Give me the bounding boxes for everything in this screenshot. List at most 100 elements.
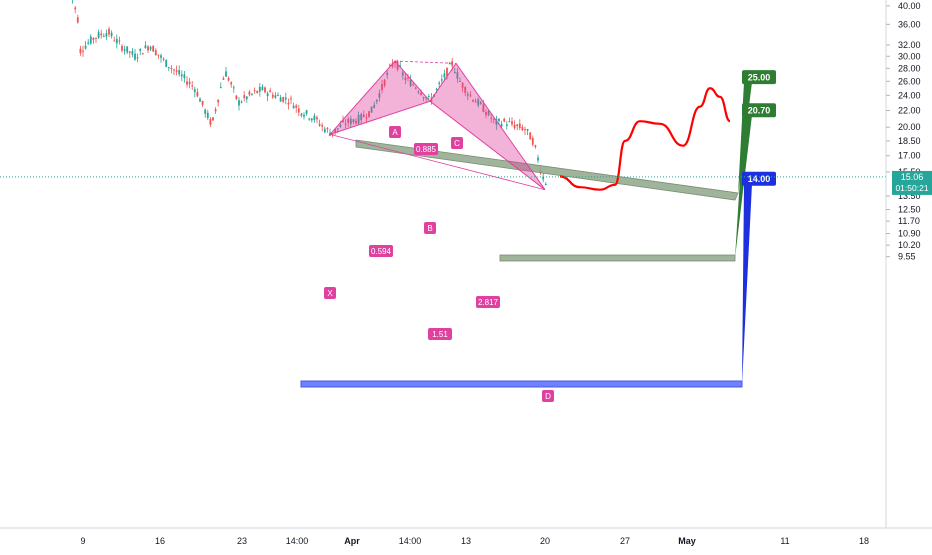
price-tag-label: 20.70 xyxy=(748,106,771,116)
candle-body xyxy=(212,117,214,121)
price-tick-label: 40.00 xyxy=(898,1,921,11)
candle-body xyxy=(290,98,292,100)
candle-body xyxy=(170,67,173,69)
candle-body xyxy=(160,55,162,58)
candle-body xyxy=(544,183,547,185)
candle-body xyxy=(297,108,300,113)
candle-body xyxy=(323,128,326,133)
price-tick-label: 13.50 xyxy=(898,191,921,201)
candle-body xyxy=(308,118,311,120)
candle-body xyxy=(144,45,147,49)
candle-body xyxy=(466,93,469,96)
price-axis[interactable]: 44.0040.0036.0032.0030.0028.0026.0024.00… xyxy=(886,0,921,262)
candle-body xyxy=(113,40,116,42)
candle-body xyxy=(180,74,183,77)
candle-body xyxy=(321,125,324,127)
candle-body xyxy=(368,111,370,117)
candle-body xyxy=(204,109,207,114)
pattern-point-box xyxy=(424,222,436,234)
candle-body xyxy=(89,36,92,44)
candle-body xyxy=(386,72,389,75)
horizontal-resistance-box[interactable] xyxy=(499,254,736,262)
candle-body xyxy=(225,71,227,77)
candle-body xyxy=(503,118,506,122)
price-tick-label: 26.00 xyxy=(898,76,921,86)
candle-body xyxy=(531,138,534,145)
price-tag-pointer xyxy=(735,115,752,258)
time-tick-label: 9 xyxy=(80,536,85,546)
candle-body xyxy=(115,39,118,44)
candle-body xyxy=(505,124,508,126)
pattern-point-box xyxy=(542,390,554,402)
candle-body xyxy=(492,118,495,120)
time-tick-label: 23 xyxy=(237,536,247,546)
candle-body xyxy=(206,112,209,119)
candle-body xyxy=(141,53,144,55)
candle-body xyxy=(409,79,412,87)
candle-body xyxy=(526,129,529,131)
candle-body xyxy=(537,157,539,161)
candle-body xyxy=(524,129,526,131)
forecast-path[interactable] xyxy=(559,87,731,191)
pattern-point-label: X xyxy=(327,289,333,298)
candle-body xyxy=(232,87,235,89)
candle-body xyxy=(472,99,474,102)
candle-body xyxy=(318,123,321,126)
time-tick-label: 18 xyxy=(859,536,869,546)
time-tick-label: Apr xyxy=(344,536,360,546)
candle-body xyxy=(230,82,233,85)
pattern-ratio-label: 1.51 xyxy=(432,330,448,339)
candle-body xyxy=(373,104,376,108)
price-tick-label: 22.00 xyxy=(898,106,921,116)
resistance-trendline-box[interactable] xyxy=(355,139,739,201)
candle-body xyxy=(370,106,373,113)
candle-body xyxy=(435,88,438,90)
candle-body xyxy=(422,97,425,99)
candle-body xyxy=(253,90,256,92)
pattern-xab-triangle xyxy=(328,60,431,136)
candle-body xyxy=(149,46,152,50)
candle-body xyxy=(284,97,287,100)
candle-body xyxy=(388,64,391,66)
candle-body xyxy=(420,92,422,95)
candle-body xyxy=(238,100,240,106)
support-box[interactable] xyxy=(300,380,743,388)
candle-body xyxy=(240,101,243,103)
candle-body xyxy=(521,127,524,131)
candle-body xyxy=(266,93,269,97)
candle-body xyxy=(196,91,199,97)
candle-body xyxy=(282,97,285,102)
candle-body xyxy=(448,63,451,65)
candle-body xyxy=(399,65,402,67)
price-tags[interactable]: 25.00 20.70 14.00 xyxy=(735,70,776,385)
candles xyxy=(72,0,547,186)
candle-body xyxy=(82,50,84,52)
harmonic-pattern[interactable]: X A B C D 0.594 0.885 2.817 1.51 xyxy=(324,60,554,402)
candle-body xyxy=(84,45,87,49)
last-price-value: 15.06 xyxy=(901,172,924,182)
candle-body xyxy=(95,37,97,39)
candle-body xyxy=(227,78,230,81)
time-tick-label: 11 xyxy=(780,536,789,546)
candle-body xyxy=(183,74,186,79)
candle-body xyxy=(331,133,334,135)
candle-body xyxy=(152,45,155,52)
candle-body xyxy=(487,111,490,116)
candle-body xyxy=(336,128,339,130)
candle-body xyxy=(102,35,105,37)
time-tick-label: 14:00 xyxy=(286,536,309,546)
candle-body xyxy=(162,58,165,60)
pattern-ratio-label: 2.817 xyxy=(478,298,499,307)
candle-body xyxy=(459,80,461,82)
candle-body xyxy=(105,33,108,37)
candle-body xyxy=(443,73,446,78)
price-tick-label: 32.00 xyxy=(898,40,921,50)
candle-body xyxy=(383,79,386,86)
price-tag-pointer xyxy=(742,183,752,385)
candle-body xyxy=(217,99,220,103)
price-tick-label: 24.00 xyxy=(898,90,921,100)
time-axis[interactable]: 9 16 23 14:00 Apr 14:00 13 20 27 May 11 18 xyxy=(80,536,869,546)
candle-body xyxy=(394,61,396,64)
